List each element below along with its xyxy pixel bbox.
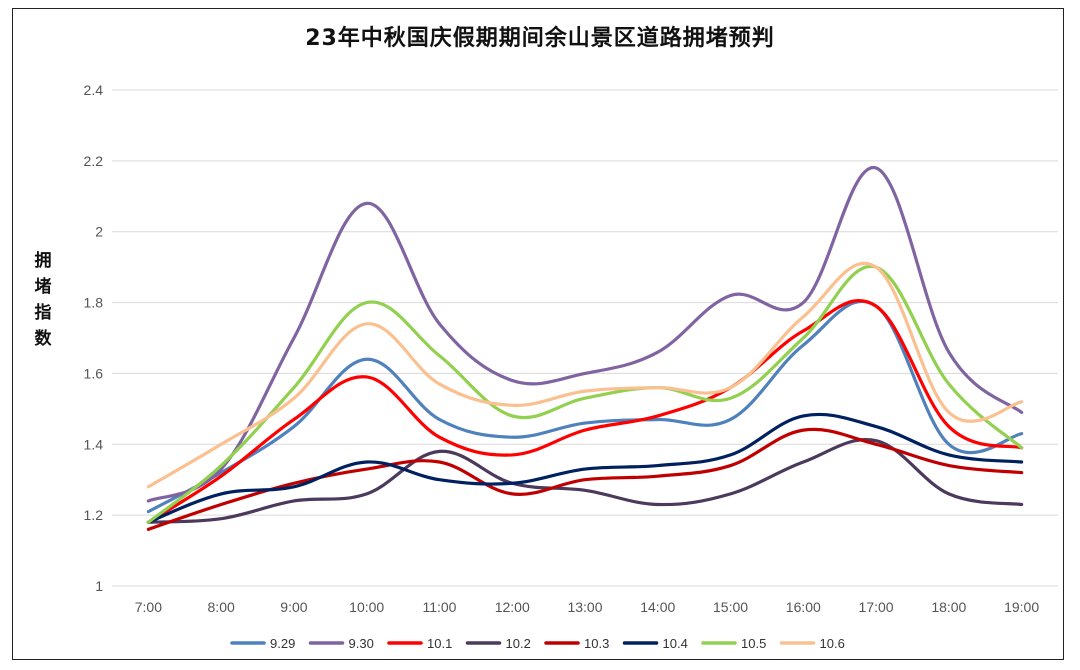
y-tick-label: 2 [95, 224, 103, 240]
x-tick-label: 10:00 [349, 599, 384, 615]
x-tick-label: 8:00 [208, 599, 235, 615]
chart-frame [12, 8, 1064, 660]
y-tick-label: 1.2 [84, 507, 104, 523]
y-tick-labels: 1 1.2 1.4 1.6 1.8 2 2.2 2.4 [84, 82, 104, 594]
series-line-10.2 [146, 438, 1024, 524]
x-tick-label: 14:00 [640, 599, 675, 615]
legend-label: 10.3 [584, 636, 609, 651]
x-tick-label: 11:00 [422, 599, 456, 615]
y-tick-label: 2.4 [84, 82, 104, 98]
y-axis-label-char: 拥 [34, 251, 52, 271]
x-tick-labels: 7:00 8:00 9:00 10:00 11:00 12:00 13:00 14:00 15:… [135, 599, 1040, 615]
chart-title: 23年中秋国庆假期期间余山景区道路拥堵预判 [305, 26, 775, 51]
y-axis-label-char: 指 [34, 303, 52, 323]
x-tick-label: 17:00 [859, 599, 894, 615]
legend-label: 10.5 [741, 636, 766, 651]
legend-label: 9.29 [270, 636, 295, 651]
y-axis-label-char: 堵 [34, 277, 52, 297]
legend: 9.29 9.30 10.1 10.2 10.3 10.4 10.5 10.6 [230, 636, 845, 651]
x-tick-label: 7:00 [135, 599, 162, 615]
legend-label: 10.4 [663, 636, 688, 651]
series-line-9.30 [146, 166, 1024, 503]
y-tick-label: 2.2 [84, 153, 104, 169]
y-tick-label: 1 [95, 578, 103, 594]
series-lines [146, 166, 1024, 531]
x-tick-label: 9:00 [280, 599, 307, 615]
x-tick-label: 15:00 [713, 599, 748, 615]
series-line-10.6 [146, 261, 1024, 489]
series-line-10.1 [146, 299, 1024, 524]
y-axis-label: 拥堵指数 [30, 248, 56, 352]
y-axis-label-char: 数 [34, 329, 52, 349]
series-line-10.4 [146, 412, 1024, 524]
y-tick-label: 1.4 [84, 436, 104, 452]
x-tick-label: 16:00 [786, 599, 821, 615]
x-tick-label: 12:00 [495, 599, 530, 615]
y-tick-label: 1.6 [84, 365, 104, 381]
series-line-10.3 [146, 427, 1024, 531]
legend-label: 10.1 [427, 636, 452, 651]
legend-label: 10.2 [506, 636, 531, 651]
legend-label: 10.6 [820, 636, 845, 651]
x-tick-label: 13:00 [567, 599, 602, 615]
legend-label: 9.30 [349, 636, 374, 651]
y-tick-label: 1.8 [84, 295, 104, 311]
x-tick-label: 19:00 [1004, 599, 1039, 615]
x-tick-label: 18:00 [931, 599, 966, 615]
series-line-10.5 [146, 264, 1024, 524]
